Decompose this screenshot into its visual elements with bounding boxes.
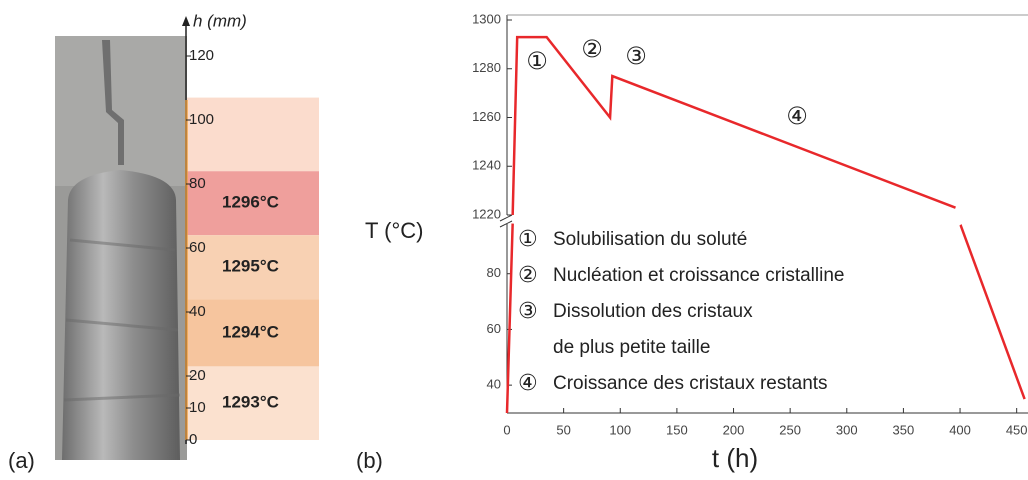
- legend-text: Solubilisation du soluté: [553, 229, 747, 250]
- legend-marker: ②: [518, 263, 538, 288]
- band-label: 1296°C: [222, 193, 279, 212]
- y-tick-label: 0: [189, 431, 197, 448]
- band: [187, 299, 319, 367]
- x-tick-label: 100: [609, 422, 631, 437]
- band-label: 1293°C: [222, 393, 279, 412]
- panel-label: (a): [8, 448, 35, 473]
- y-tick-label: 80: [487, 265, 501, 280]
- panel-label: (b): [356, 448, 383, 473]
- y-tick-label: 1280: [472, 60, 501, 75]
- axis-glow: [185, 100, 188, 440]
- x-axis-label: t (h): [712, 443, 758, 473]
- legend-text: Nucléation et croissance cristalline: [553, 265, 844, 286]
- line-break: [949, 212, 966, 230]
- y-tick-label: 100: [189, 111, 214, 128]
- y-axis-label: h (mm): [193, 11, 247, 30]
- x-tick-label: 0: [503, 422, 510, 437]
- legend-text: Croissance des cristaux restants: [553, 373, 828, 394]
- data-line: [505, 35, 1026, 414]
- y-tick-label: 1220: [472, 206, 501, 221]
- legend-marker: ④: [518, 371, 538, 396]
- y-tick-label: 120: [189, 47, 214, 64]
- band: [187, 235, 319, 300]
- x-tick-label: 200: [723, 422, 745, 437]
- band-label: 1294°C: [222, 322, 279, 341]
- annotation: ②: [581, 35, 603, 63]
- x-tick-label: 400: [949, 422, 971, 437]
- annotation: ①: [526, 47, 548, 75]
- y-tick-label: 1240: [472, 158, 501, 173]
- x-tick-label: 300: [836, 422, 858, 437]
- x-tick-label: 250: [779, 422, 801, 437]
- band: [187, 171, 319, 236]
- y-tick-label: 20: [189, 367, 206, 384]
- y-tick-label: 40: [487, 377, 501, 392]
- panel-a: 1296°C 1295°C 1294°C 1293°C 0 10 20 40 60 80 100 12…: [8, 11, 319, 473]
- band: [187, 366, 319, 440]
- photo: [55, 36, 187, 460]
- y-tick-label: 10: [189, 399, 206, 416]
- legend-marker: ①: [518, 227, 538, 252]
- y-tick-label: 1260: [472, 109, 501, 124]
- x-tick-label: 350: [893, 422, 915, 437]
- legend-text: de plus petite taille: [553, 337, 710, 358]
- annotation: ③: [625, 42, 647, 70]
- y-tick-label: 60: [487, 321, 501, 336]
- legend-text: Dissolution des cristaux: [553, 301, 753, 322]
- y-tick-label: 80: [189, 175, 206, 192]
- y-axis-label: T (°C): [365, 218, 424, 243]
- axis-break: [499, 214, 513, 228]
- x-tick-label: 450: [1006, 422, 1028, 437]
- x-tick-label: 50: [556, 422, 570, 437]
- y-tick-label: 40: [189, 303, 206, 320]
- panel-b: 1220 1240 1260 1280 1300 40 60 80 0 50 100 150 200 25…: [356, 11, 1028, 473]
- annotation: ④: [786, 102, 808, 130]
- axis-arrow: [182, 16, 190, 26]
- band-label: 1295°C: [222, 257, 279, 276]
- y-tick-label: 60: [189, 239, 206, 256]
- x-tick-label: 150: [666, 422, 688, 437]
- y-tick-label: 1300: [472, 11, 501, 26]
- band: [187, 97, 319, 172]
- legend-marker: ③: [518, 299, 538, 324]
